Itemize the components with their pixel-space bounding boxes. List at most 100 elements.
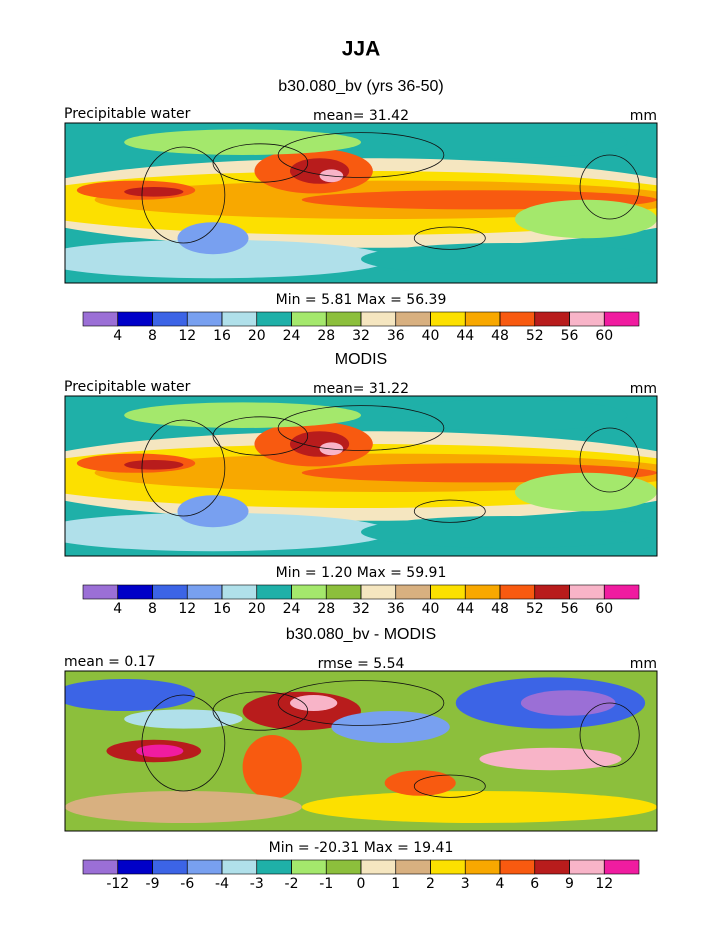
colorbar-label: 40	[422, 601, 440, 617]
colorbar-box	[603, 859, 640, 875]
colorbar-box	[603, 584, 640, 600]
colorbar-box	[430, 311, 466, 327]
colorbar-label: 48	[491, 601, 509, 617]
colorbar-box	[221, 584, 258, 600]
colorbar-box	[117, 584, 153, 600]
colorbar-label: 28	[317, 328, 335, 344]
field-region	[136, 744, 184, 758]
colorbar-box	[291, 311, 327, 327]
colorbar-label: 44	[456, 328, 474, 344]
colorbar-box	[186, 311, 223, 327]
coastline	[212, 143, 309, 183]
coastline	[212, 691, 309, 731]
colorbar-label: 6	[530, 876, 539, 892]
colorbar-box	[325, 311, 362, 327]
coastline	[277, 132, 445, 178]
colorbar-stats: Min = 5.81 Max = 56.39	[276, 292, 447, 308]
colorbar-box	[534, 311, 570, 327]
colorbar-label: 12	[595, 876, 613, 892]
field-region	[390, 126, 628, 159]
colorbar-box	[152, 584, 188, 600]
colorbar-label: 4	[113, 601, 122, 617]
colorbar-box	[152, 859, 188, 875]
map-unit-label: mm	[630, 108, 657, 124]
field-region	[124, 187, 184, 197]
map-unit-label: mm	[630, 381, 657, 397]
colorbar-box	[221, 311, 258, 327]
field-region	[124, 460, 184, 470]
colorbar-box	[360, 859, 397, 875]
colorbar-label: -1	[319, 876, 333, 892]
colorbar-box	[569, 859, 605, 875]
panel-title: b30.080_bv (yrs 36-50)	[278, 78, 443, 95]
field-region	[124, 129, 361, 155]
map-center-label: rmse = 5.54	[318, 656, 405, 672]
colorbar-label: 3	[461, 876, 470, 892]
colorbar-box	[186, 584, 223, 600]
map-frame	[64, 122, 658, 284]
colorbar-box	[430, 859, 466, 875]
colorbar-label: 52	[526, 601, 544, 617]
colorbar-box	[569, 584, 605, 600]
field-region	[65, 679, 196, 711]
map	[65, 396, 657, 556]
coastline	[413, 774, 486, 798]
colorbar-box	[117, 311, 153, 327]
map-left-label: Precipitable water	[64, 379, 191, 395]
field-region	[124, 402, 361, 429]
colorbar-box	[186, 859, 223, 875]
colorbar-label: 24	[283, 601, 301, 617]
colorbar-label: 12	[178, 601, 196, 617]
field-region	[514, 472, 657, 512]
map-center-label: mean= 31.42	[313, 108, 409, 124]
colorbar-label: 52	[526, 328, 544, 344]
map-unit-label: mm	[630, 656, 657, 672]
field-region	[361, 516, 657, 548]
colorbar-label: 4	[113, 328, 122, 344]
panel: b30.080_bv (yrs 36-50) Precipitable water…	[64, 78, 658, 344]
colorbar-label: -9	[146, 876, 160, 892]
field-region	[65, 239, 391, 279]
map-frame	[64, 670, 658, 832]
field-region	[242, 735, 302, 799]
colorbar-label: 60	[595, 328, 613, 344]
coastline	[277, 405, 445, 451]
colorbar-label: 28	[317, 601, 335, 617]
field-region	[390, 399, 628, 432]
coastline	[141, 146, 226, 244]
panel-title: b30.080_bv - MODIS	[286, 626, 436, 643]
colorbar-box	[534, 584, 570, 600]
colorbar-box	[291, 584, 327, 600]
field-region	[124, 709, 243, 729]
colorbar-box	[325, 584, 362, 600]
colorbar-box	[82, 859, 119, 875]
colorbar-box	[464, 859, 501, 875]
colorbar-label: 40	[422, 328, 440, 344]
colorbar-label: 36	[387, 601, 405, 617]
field-region	[384, 770, 456, 796]
colorbar-box	[464, 584, 501, 600]
colorbar-box	[499, 311, 536, 327]
colorbar-label: 2	[426, 876, 435, 892]
colorbar-box	[221, 859, 258, 875]
coastline	[579, 427, 640, 493]
field-region	[361, 243, 657, 275]
colorbar-box	[499, 584, 536, 600]
colorbar-label: 1	[391, 876, 400, 892]
colorbar-label: 44	[456, 601, 474, 617]
field-region	[289, 695, 338, 711]
colorbar-box	[360, 311, 397, 327]
colorbar-label: 0	[357, 876, 366, 892]
colorbar-label: -12	[106, 876, 129, 892]
colorbar-box	[499, 859, 536, 875]
colorbar-box	[360, 584, 397, 600]
map	[65, 123, 657, 283]
colorbar-label: 20	[248, 601, 266, 617]
field-region	[65, 512, 391, 552]
colorbar-label: 12	[178, 328, 196, 344]
colorbar-label: 48	[491, 328, 509, 344]
colorbar-box	[256, 584, 292, 600]
colorbar-label: 8	[148, 601, 157, 617]
map-left-label: mean = 0.17	[64, 654, 156, 670]
panel-title: MODIS	[335, 351, 387, 368]
